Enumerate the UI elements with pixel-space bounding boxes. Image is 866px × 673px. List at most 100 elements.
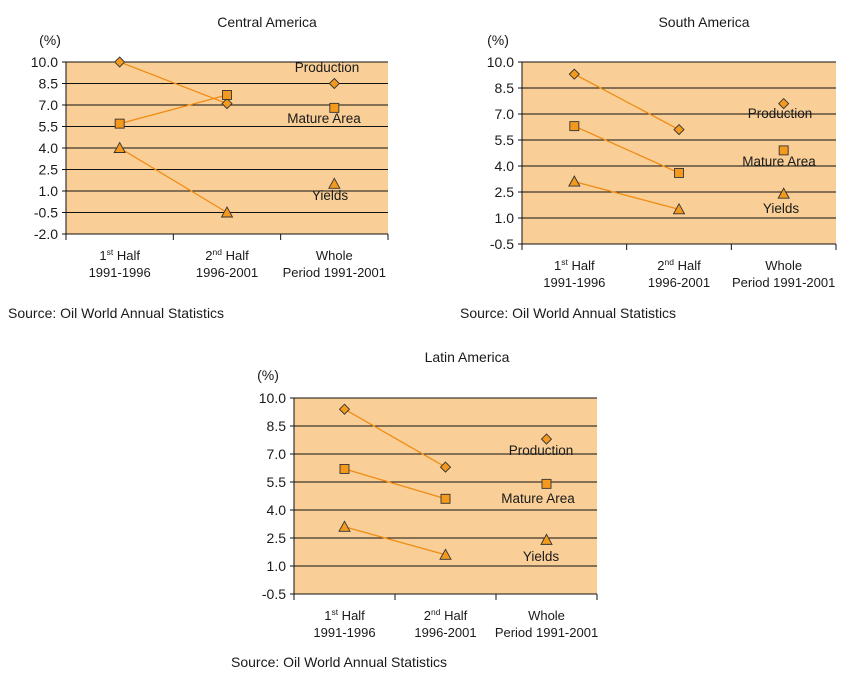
x-tick-label-superscript: nd [213, 247, 223, 257]
x-tick-label-word: Half [113, 248, 140, 263]
x-tick-label-word: Half [440, 608, 467, 623]
data-point-square [440, 493, 451, 504]
y-tick-label: 5.5 [267, 474, 287, 490]
data-point-square [329, 102, 340, 113]
data-point-triangle [338, 520, 351, 532]
x-tick-label-word: Half [338, 608, 365, 623]
x-tick-label: Whole [316, 248, 353, 263]
y-tick-label: 1.0 [39, 183, 59, 199]
x-tick-label-period: Period 1991-2001 [495, 625, 598, 640]
y-tick-label: 2.5 [267, 530, 287, 546]
x-tick-label-number: 1 [99, 248, 106, 263]
data-point-triangle [328, 177, 341, 189]
x-tick-label-word: Half [568, 258, 595, 273]
y-tick-label: -0.5 [262, 586, 286, 602]
series-line-square [119, 94, 228, 125]
y-tick-label: 4.0 [39, 140, 59, 156]
data-point-triangle [777, 187, 790, 199]
data-point-diamond [540, 433, 553, 445]
x-tick-label-superscript: st [561, 257, 568, 267]
data-point-triangle [439, 548, 452, 560]
chart-title: Central America [217, 14, 317, 30]
data-point-triangle [568, 175, 581, 187]
chart-1: 10.0 8.5 7.0 5.5 4.0 2.5 1.0 -0.5 South America (… [460, 14, 837, 321]
x-tick-label-number: 2 [205, 248, 212, 263]
x-tick-label: 1st Half [554, 257, 595, 273]
x-tick-label: 2nd Half [424, 607, 468, 623]
series-line-square [574, 125, 680, 174]
chart-2: 10.0 8.5 7.0 5.5 4.0 2.5 1.0 -0.5 Latin America (… [231, 349, 598, 670]
series-line-diamond [119, 61, 228, 105]
x-tick-label-period: 1991-1996 [543, 275, 605, 290]
x-tick-label: 2nd Half [205, 247, 249, 263]
y-axis-label: (%) [39, 32, 61, 48]
y-tick-label: 8.5 [495, 80, 515, 96]
x-tick-label: Whole [765, 258, 802, 273]
x-tick-label-number: 2 [657, 258, 664, 273]
y-tick-label: -0.5 [34, 205, 58, 221]
y-tick-label: 2.5 [495, 184, 515, 200]
plot-area [522, 62, 836, 244]
series-line-triangle [344, 526, 446, 556]
x-tick-label-superscript: nd [431, 607, 441, 617]
x-tick-label-number: 2 [424, 608, 431, 623]
x-tick-label-superscript: st [331, 607, 338, 617]
x-tick-label: 1st Half [99, 247, 140, 263]
x-tick-label: 1st Half [324, 607, 365, 623]
y-tick-label: 5.5 [39, 119, 59, 135]
y-tick-label: 2.5 [39, 162, 59, 178]
data-point-triangle [540, 533, 553, 545]
x-tick-label-period: Period 1991-2001 [283, 265, 386, 280]
y-axis-label: (%) [487, 32, 509, 48]
x-tick-label-period: 1996-2001 [414, 625, 476, 640]
y-tick-label: 8.5 [267, 418, 287, 434]
data-point-diamond [673, 123, 685, 136]
data-point-diamond [328, 77, 340, 90]
x-tick-label-word: Half [674, 258, 701, 273]
chart-0: 10.0 8.5 7.0 5.5 4.0 2.5 1.0 -0.5 -2.0 Central Am… [8, 14, 389, 321]
data-point-diamond [778, 97, 790, 110]
x-tick-label-superscript: nd [665, 257, 675, 267]
x-tick-label: Whole [528, 608, 565, 623]
y-tick-label: 4.0 [267, 502, 287, 518]
y-tick-label: 1.0 [267, 558, 287, 574]
x-tick-label-number: 1 [554, 258, 561, 273]
series-label: Mature Area [287, 111, 361, 126]
y-tick-label: 10.0 [487, 54, 514, 70]
x-tick-label-word: Whole [316, 248, 353, 263]
x-tick-label-period: Period 1991-2001 [732, 275, 835, 290]
series-line-diamond [574, 73, 680, 131]
y-tick-label: -2.0 [34, 226, 58, 242]
y-tick-label: 10.0 [31, 54, 58, 70]
y-tick-label: 5.5 [495, 132, 515, 148]
series-label: Production [509, 443, 574, 458]
data-point-diamond [221, 97, 233, 110]
series-label: Production [295, 60, 360, 75]
y-tick-label: 4.0 [495, 158, 515, 174]
y-tick-label: 7.0 [267, 446, 287, 462]
data-point-triangle [220, 206, 234, 218]
y-tick-label: 7.0 [495, 106, 515, 122]
series-line-triangle [119, 147, 228, 214]
y-tick-label: 1.0 [495, 210, 515, 226]
y-tick-label: 8.5 [39, 76, 59, 92]
series-label: Mature Area [501, 491, 575, 506]
x-tick-label-period: 1996-2001 [648, 275, 710, 290]
data-point-diamond [439, 461, 452, 473]
y-tick-label: 7.0 [39, 97, 59, 113]
series-label: Yields [312, 188, 349, 203]
x-tick-label-period: 1991-1996 [89, 265, 151, 280]
x-tick-label: 2nd Half [657, 257, 701, 273]
x-tick-label-word: Half [222, 248, 249, 263]
source-note: Source: Oil World Annual Statistics [231, 654, 447, 670]
y-tick-label: 10.0 [259, 390, 286, 406]
data-point-square [541, 478, 552, 489]
data-point-triangle [672, 202, 686, 215]
data-point-square [778, 145, 789, 156]
source-note: Source: Oil World Annual Statistics [8, 305, 224, 321]
data-point-diamond [338, 403, 351, 415]
data-point-square [569, 121, 580, 132]
series-label: Yields [763, 201, 800, 216]
x-tick-label-word: Whole [765, 258, 802, 273]
